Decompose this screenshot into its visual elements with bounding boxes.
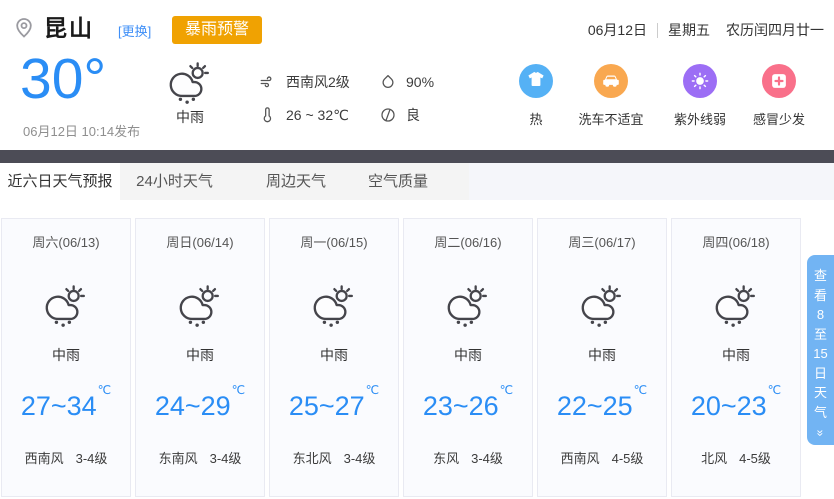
rain-sun-icon (445, 283, 491, 329)
forecast-wind: 西南风 3-4级 (25, 448, 108, 467)
wind-level: 4-5级 (611, 451, 644, 466)
air-quality-detail: 良 (379, 104, 420, 126)
rain-sun-icon (579, 283, 625, 329)
index-car-wash[interactable]: 洗车不适宜 (566, 64, 656, 128)
forecast-wind: 北风 4-5级 (701, 448, 771, 467)
forecast-day: 周日(06/14) (166, 235, 234, 250)
forecast-temp-range: 27~34℃ (20, 383, 112, 421)
forecast-condition: 中雨 (722, 347, 750, 363)
wind-level: 4-5级 (739, 451, 771, 466)
storm-alert-badge[interactable]: 暴雨预警 (172, 16, 263, 44)
sun-icon (683, 64, 717, 98)
index-cold[interactable]: 感冒少发 (734, 64, 824, 128)
forecast-day: 周四(06/18) (702, 235, 770, 250)
forecast-condition: 中雨 (186, 347, 214, 363)
rain-sun-icon (713, 283, 759, 329)
first-aid-icon (762, 64, 796, 98)
forecast-card[interactable]: 周六(06/13) 中雨 27~34℃ 西南风 3-4级 (1, 218, 131, 497)
wind-level: 3-4级 (209, 451, 242, 466)
weekday-text: 星期五 (668, 22, 710, 38)
dark-divider-strip (0, 150, 834, 163)
forecast-wind: 东风 3-4级 (433, 448, 503, 467)
droplet-icon (382, 74, 394, 88)
location-name: 昆山 (44, 15, 94, 41)
forecast-temp-range: 20~23℃ (690, 383, 782, 421)
celsius-unit: ℃ (767, 383, 782, 397)
index-hot[interactable]: 热 (491, 64, 581, 128)
wind-icon (260, 76, 272, 88)
thermometer-icon (263, 107, 272, 123)
forecast-wind: 西南风 4-5级 (561, 448, 644, 467)
tshirt-icon (519, 64, 553, 98)
celsius-unit: ℃ (499, 383, 514, 397)
forecast-wind: 东北风 3-4级 (293, 448, 376, 467)
air-quality-icon (381, 108, 395, 122)
humidity-detail: 90% (379, 71, 434, 93)
double-chevron-icon: » (813, 429, 828, 437)
wind-direction: 北风 (701, 451, 728, 466)
extended-forecast-tab[interactable]: 查看8至15日天气 » (807, 255, 834, 445)
wind-level: 3-4级 (471, 451, 503, 466)
forecast-condition: 中雨 (320, 347, 348, 363)
forecast-condition: 中雨 (52, 347, 80, 363)
forecast-wind: 东南风 3-4级 (159, 448, 242, 467)
forecast-day: 周二(06/16) (434, 235, 502, 250)
tab-air-quality[interactable]: 空气质量 (367, 173, 428, 190)
wind-level: 3-4级 (343, 451, 376, 466)
index-uv[interactable]: 紫外线弱 (655, 64, 745, 128)
car-icon (594, 64, 628, 98)
lunar-date-text: 农历闰四月廿一 (726, 22, 824, 38)
wind-direction: 东南风 (158, 451, 198, 466)
rain-sun-icon (177, 283, 223, 329)
tab-24-hour[interactable]: 24小时天气 (136, 173, 213, 190)
change-location-link[interactable]: [更换] (118, 24, 152, 39)
forecast-card[interactable]: 周三(06/17) 中雨 22~25℃ 西南风 4-5级 (537, 218, 667, 497)
forecast-day: 周六(06/13) (32, 235, 100, 250)
wind-direction: 西南风 (560, 451, 600, 466)
celsius-unit: ℃ (365, 383, 380, 397)
location-pin-icon (12, 15, 36, 39)
wind-direction: 东风 (433, 451, 460, 466)
forecast-cards: 周六(06/13) 中雨 27~34℃ 西南风 3-4级 周日(06/14) 中… (1, 218, 801, 497)
forecast-temp-range: 23~26℃ (422, 383, 514, 421)
forecast-card[interactable]: 周二(06/16) 中雨 23~26℃ 东风 3-4级 (403, 218, 533, 497)
temp-range-detail: 26 ~ 32℃ (259, 104, 349, 126)
published-time: 06月12日 10:14发布 (23, 124, 141, 139)
forecast-temp-range: 24~29℃ (154, 383, 246, 421)
forecast-temp-range: 22~25℃ (556, 383, 648, 421)
forecast-day: 周三(06/17) (568, 235, 636, 250)
wind-direction: 西南风 (24, 451, 64, 466)
dateline: 06月12日 星期五 农历闰四月廿一 (588, 20, 824, 40)
forecast-temp-range: 25~27℃ (288, 383, 380, 421)
rain-sun-icon (311, 283, 357, 329)
date-separator (657, 22, 658, 38)
forecast-card[interactable]: 周四(06/18) 中雨 20~23℃ 北风 4-5级 (671, 218, 801, 497)
tab-six-day-forecast[interactable]: 近六日天气预报 (0, 163, 120, 200)
wind-direction: 东北风 (292, 451, 332, 466)
forecast-card[interactable]: 周一(06/15) 中雨 25~27℃ 东北风 3-4级 (269, 218, 399, 497)
extended-forecast-label: 查看8至15日天气 (813, 268, 828, 420)
current-condition: 中雨 (176, 109, 204, 125)
current-temperature: 30° (20, 47, 107, 111)
forecast-card[interactable]: 周日(06/14) 中雨 24~29℃ 东南风 3-4级 (135, 218, 265, 497)
forecast-condition: 中雨 (588, 347, 616, 363)
date-text: 06月12日 (587, 22, 647, 38)
rain-sun-icon (167, 60, 213, 106)
rain-sun-icon (43, 283, 89, 329)
forecast-condition: 中雨 (454, 347, 482, 363)
tab-bar: 近六日天气预报 24小时天气 周边天气 空气质量 (0, 163, 834, 200)
celsius-unit: ℃ (633, 383, 648, 397)
forecast-day: 周一(06/15) (300, 235, 368, 250)
wind-level: 3-4级 (75, 451, 108, 466)
wind-detail: 西南风2级 (259, 71, 350, 93)
tab-nearby-weather[interactable]: 周边天气 (265, 173, 326, 190)
celsius-unit: ℃ (231, 383, 246, 397)
celsius-unit: ℃ (97, 383, 112, 397)
